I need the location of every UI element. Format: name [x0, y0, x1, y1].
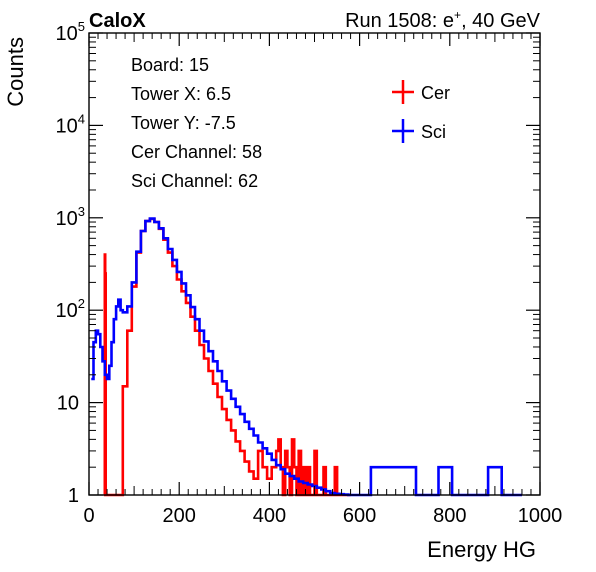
info-board: Board: 15: [131, 55, 209, 75]
y-tick-label: 105: [56, 19, 85, 45]
y-tick-label: 102: [56, 296, 85, 322]
info-box: Board: 15 Tower X: 6.5 Tower Y: -7.5 Cer…: [131, 55, 262, 191]
y-axis-ticks: 1 10 102 103 104 105: [56, 19, 540, 507]
legend-label-sci: Sci: [421, 122, 446, 142]
plot-series: [91, 217, 522, 497]
legend-entry-cer: Cer: [392, 80, 450, 104]
x-axis-label: Energy HG: [427, 537, 536, 562]
x-tick-label: 800: [433, 505, 466, 527]
legend-entry-sci: Sci: [392, 119, 446, 143]
x-tick-label: 600: [343, 505, 376, 527]
x-tick-label: 400: [253, 505, 286, 527]
x-tick-label: 200: [163, 505, 196, 527]
x-tick-label: 1000: [518, 505, 563, 527]
y-tick-label: 103: [56, 204, 85, 230]
chart-header-right: Run 1508: e+, 40 GeV: [345, 8, 541, 32]
info-cer-channel: Cer Channel: 58: [131, 142, 262, 162]
info-tower-x: Tower X: 6.5: [131, 84, 231, 104]
info-tower-y: Tower Y: -7.5: [131, 113, 236, 133]
y-tick-label: 1: [68, 485, 79, 507]
legend: Cer Sci: [392, 80, 450, 143]
info-sci-channel: Sci Channel: 62: [131, 171, 258, 191]
series-line-sci: [91, 217, 522, 497]
y-tick-label: 10: [57, 393, 79, 415]
x-axis-ticks: 0 200 400 600 800 1000: [83, 33, 562, 527]
x-tick-label: 0: [83, 505, 94, 527]
y-axis-label: Counts: [3, 37, 28, 107]
legend-label-cer: Cer: [421, 83, 450, 103]
chart-header-left: CaloX: [89, 10, 146, 32]
y-tick-label: 104: [56, 111, 85, 137]
